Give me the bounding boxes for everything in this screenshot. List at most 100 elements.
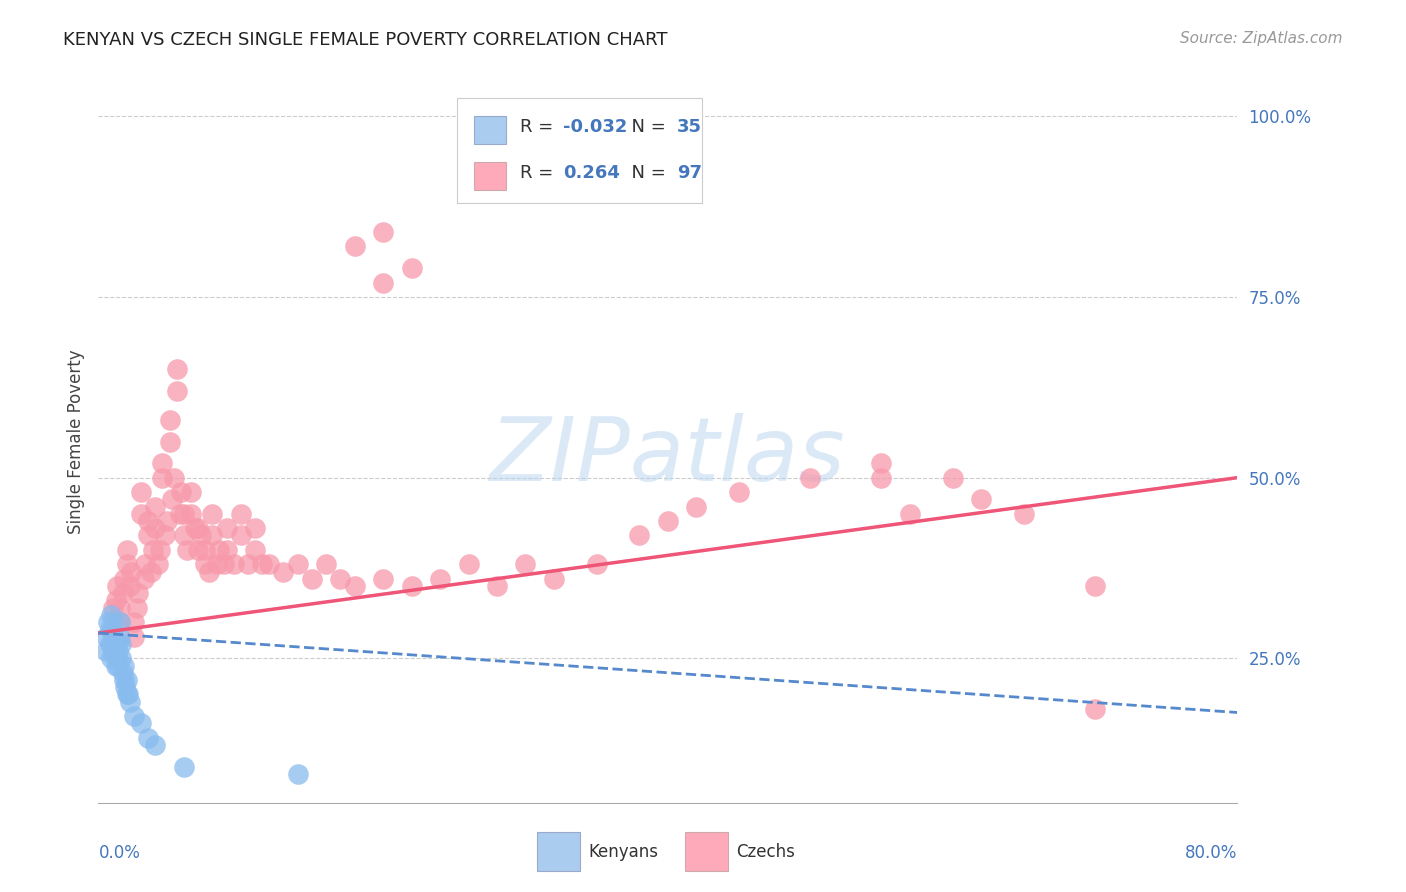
Text: -0.032: -0.032: [562, 119, 627, 136]
Point: [229, 507, 252, 521]
Text: Kenyans: Kenyans: [588, 843, 658, 861]
Point: [194, 542, 217, 557]
Point: [170, 485, 193, 500]
Point: [136, 528, 159, 542]
Y-axis label: Single Female Poverty: Single Female Poverty: [66, 350, 84, 533]
Point: [101, 600, 124, 615]
Point: [134, 558, 156, 572]
Bar: [685, 831, 728, 871]
Text: Source: ZipAtlas.com: Source: ZipAtlas.com: [1180, 31, 1343, 46]
Point: [1012, 507, 1035, 521]
Point: [115, 542, 138, 557]
Point: [184, 521, 207, 535]
Point: [201, 528, 224, 542]
Point: [94, 630, 117, 644]
Point: [799, 471, 821, 485]
Point: [148, 558, 170, 572]
Point: [166, 362, 188, 376]
Point: [112, 658, 135, 673]
Point: [117, 687, 139, 701]
Point: [870, 456, 893, 470]
Point: [101, 630, 124, 644]
Point: [343, 579, 366, 593]
Point: [101, 615, 124, 630]
Text: Czechs: Czechs: [737, 843, 794, 861]
Point: [229, 528, 252, 542]
Point: [115, 673, 138, 687]
Text: N =: N =: [620, 119, 672, 136]
Point: [104, 658, 127, 673]
Point: [108, 630, 131, 644]
FancyBboxPatch shape: [457, 98, 702, 203]
Point: [145, 500, 167, 514]
Point: [657, 514, 679, 528]
Point: [250, 558, 273, 572]
Point: [156, 514, 179, 528]
Point: [107, 644, 129, 658]
Point: [115, 558, 138, 572]
Point: [628, 528, 651, 542]
Point: [173, 760, 195, 774]
Text: R =: R =: [520, 119, 558, 136]
Point: [198, 565, 221, 579]
Point: [105, 651, 128, 665]
Point: [110, 651, 132, 665]
Bar: [537, 831, 581, 871]
Point: [103, 637, 125, 651]
Point: [373, 276, 395, 290]
Point: [173, 528, 195, 542]
Point: [373, 225, 395, 239]
Point: [1084, 702, 1107, 716]
Point: [515, 558, 537, 572]
Text: 80.0%: 80.0%: [1185, 845, 1237, 863]
Point: [114, 680, 136, 694]
Point: [315, 558, 337, 572]
Point: [162, 492, 184, 507]
Point: [159, 434, 181, 449]
Point: [122, 630, 145, 644]
Point: [169, 507, 191, 521]
Point: [215, 542, 238, 557]
Point: [100, 607, 122, 622]
Text: 0.0%: 0.0%: [98, 845, 141, 863]
Point: [180, 507, 202, 521]
Bar: [474, 116, 506, 144]
Bar: [474, 161, 506, 190]
Point: [212, 558, 235, 572]
Point: [401, 261, 423, 276]
Text: 0.264: 0.264: [562, 164, 620, 182]
Point: [136, 514, 159, 528]
Point: [585, 558, 607, 572]
Point: [129, 485, 152, 500]
Point: [108, 615, 131, 630]
Point: [115, 687, 138, 701]
Point: [343, 239, 366, 253]
Point: [104, 644, 127, 658]
Point: [122, 615, 145, 630]
Point: [97, 615, 120, 630]
Point: [122, 709, 145, 723]
Point: [486, 579, 509, 593]
Point: [155, 528, 177, 542]
Point: [112, 572, 135, 586]
Point: [543, 572, 565, 586]
Point: [166, 384, 188, 398]
Point: [187, 521, 209, 535]
Point: [98, 623, 121, 637]
Point: [728, 485, 751, 500]
Text: 35: 35: [676, 119, 702, 136]
Text: ZIPatlas: ZIPatlas: [491, 413, 845, 499]
Point: [163, 471, 186, 485]
Point: [100, 651, 122, 665]
Point: [141, 542, 163, 557]
Point: [870, 471, 893, 485]
Point: [110, 637, 132, 651]
Point: [176, 542, 198, 557]
Point: [105, 637, 128, 651]
Point: [180, 485, 202, 500]
Text: KENYAN VS CZECH SINGLE FEMALE POVERTY CORRELATION CHART: KENYAN VS CZECH SINGLE FEMALE POVERTY CO…: [63, 31, 668, 49]
Point: [301, 572, 323, 586]
Point: [173, 507, 195, 521]
Point: [107, 658, 129, 673]
Point: [236, 558, 259, 572]
